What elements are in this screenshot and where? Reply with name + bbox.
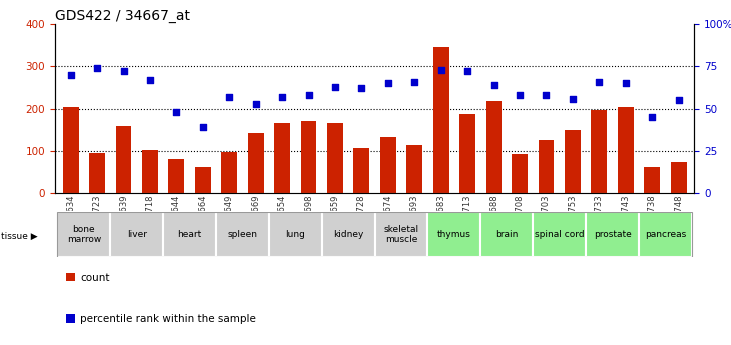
Bar	[195, 167, 211, 193]
Point	[250, 101, 262, 106]
Point	[355, 86, 367, 91]
Point	[514, 92, 526, 98]
FancyBboxPatch shape	[428, 212, 480, 257]
Point	[382, 80, 394, 86]
Point	[435, 67, 447, 72]
Point	[594, 79, 605, 85]
Text: GDS422 / 34667_at: GDS422 / 34667_at	[55, 9, 190, 23]
Bar	[485, 101, 501, 193]
Point	[673, 98, 684, 103]
Point	[303, 92, 314, 98]
Point	[224, 94, 235, 100]
FancyBboxPatch shape	[110, 212, 163, 257]
Bar	[115, 126, 132, 193]
Point	[144, 77, 156, 83]
Point	[488, 82, 499, 88]
Text: count: count	[80, 273, 110, 283]
Bar	[670, 161, 686, 193]
FancyBboxPatch shape	[163, 212, 216, 257]
FancyBboxPatch shape	[586, 212, 639, 257]
Bar	[89, 153, 105, 193]
Bar	[644, 167, 660, 193]
Text: pancreas: pancreas	[645, 230, 686, 239]
Point	[170, 109, 182, 115]
Point	[620, 80, 632, 86]
Bar	[512, 154, 528, 193]
Bar	[539, 140, 554, 193]
Bar	[300, 121, 317, 193]
Text: kidney: kidney	[333, 230, 363, 239]
Text: spinal cord: spinal cord	[535, 230, 585, 239]
Point	[118, 69, 129, 74]
Bar	[433, 47, 449, 193]
Text: percentile rank within the sample: percentile rank within the sample	[80, 314, 257, 324]
Point	[646, 115, 658, 120]
Bar	[380, 137, 395, 193]
Bar	[618, 107, 634, 193]
Point	[329, 84, 341, 89]
Point	[409, 79, 420, 85]
Text: heart: heart	[178, 230, 202, 239]
Point	[65, 72, 77, 78]
Text: prostate: prostate	[594, 230, 632, 239]
Bar	[565, 130, 581, 193]
FancyBboxPatch shape	[216, 212, 269, 257]
Text: tissue ▶: tissue ▶	[1, 232, 38, 241]
Bar	[274, 124, 290, 193]
Text: liver: liver	[126, 230, 147, 239]
Bar	[221, 152, 237, 193]
Point	[197, 125, 208, 130]
Text: bone
marrow: bone marrow	[67, 225, 101, 244]
Bar	[142, 150, 158, 193]
Text: brain: brain	[495, 230, 518, 239]
Bar	[459, 114, 475, 193]
FancyBboxPatch shape	[322, 212, 374, 257]
Point	[461, 69, 473, 74]
FancyBboxPatch shape	[269, 212, 322, 257]
Text: lung: lung	[285, 230, 306, 239]
FancyBboxPatch shape	[480, 212, 533, 257]
FancyBboxPatch shape	[58, 212, 110, 257]
Bar	[63, 107, 79, 193]
Bar	[406, 145, 423, 193]
Text: skeletal
muscle: skeletal muscle	[384, 225, 419, 244]
FancyBboxPatch shape	[374, 212, 428, 257]
Point	[91, 65, 103, 71]
Text: spleen: spleen	[227, 230, 257, 239]
Point	[541, 92, 553, 98]
Bar	[327, 124, 343, 193]
Bar	[354, 148, 369, 193]
FancyBboxPatch shape	[533, 212, 586, 257]
Bar	[591, 110, 607, 193]
Point	[567, 96, 579, 101]
Point	[276, 94, 288, 100]
FancyBboxPatch shape	[639, 212, 692, 257]
Text: thymus: thymus	[437, 230, 471, 239]
Bar	[168, 159, 184, 193]
Bar	[248, 133, 264, 193]
